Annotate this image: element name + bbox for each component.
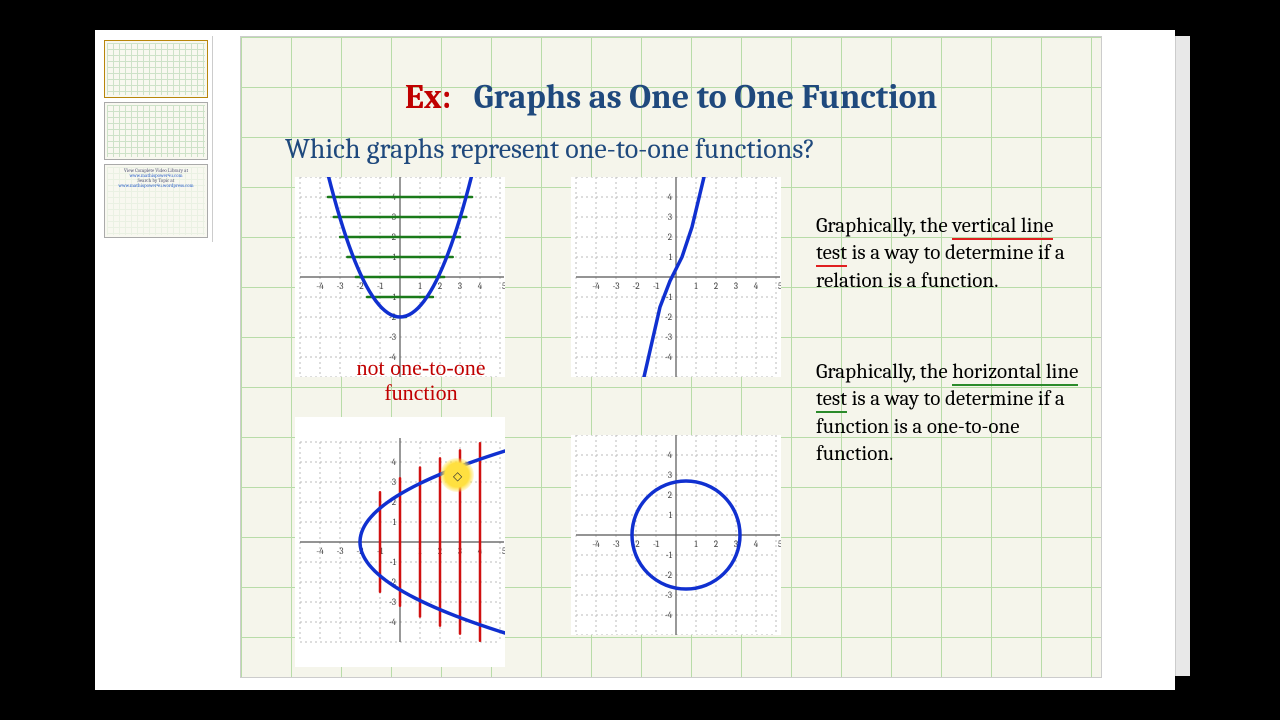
thumbnail-1[interactable] (104, 40, 208, 98)
svg-text:-3: -3 (665, 333, 672, 343)
graph-4-circle: -4-3-2-112345-4-3-2-11234 (571, 435, 781, 635)
svg-text:-1: -1 (666, 293, 673, 303)
svg-text:-2: -2 (665, 313, 672, 323)
svg-text:1: 1 (694, 540, 698, 550)
svg-text:-4: -4 (665, 353, 673, 363)
scrollbar[interactable] (1175, 36, 1190, 676)
slide-thumbnails-panel: View Complete Video Library at www.mathi… (100, 36, 213, 242)
svg-text:1: 1 (669, 253, 673, 263)
svg-text:4: 4 (392, 458, 397, 468)
svg-text:1: 1 (669, 511, 673, 521)
svg-text:-2: -2 (632, 282, 639, 292)
annotation-not-one-to-one: not one-to-one function (301, 355, 541, 406)
svg-text:2: 2 (714, 282, 718, 292)
svg-text:4: 4 (668, 451, 673, 461)
svg-text:-4: -4 (389, 618, 397, 628)
svg-text:-3: -3 (612, 282, 619, 292)
svg-text:-1: -1 (390, 558, 397, 568)
svg-text:4: 4 (754, 540, 759, 550)
svg-text:1: 1 (694, 282, 698, 292)
graph-2-cubic: -4 -3 -2 -1 1 2 3 4 5 -4 -3 -2 -1 1 2 3 4 (571, 177, 781, 377)
graph-1-parabola-up: -4-3-2-112345-4-3-2-11234 (295, 177, 505, 377)
svg-text:2: 2 (668, 233, 672, 243)
svg-text:-1: -1 (666, 551, 673, 561)
thumbnail-3[interactable]: View Complete Video Library at www.mathi… (104, 164, 208, 238)
svg-text:-1: -1 (377, 282, 384, 292)
svg-text:-3: -3 (389, 333, 396, 343)
svg-text:4: 4 (478, 282, 483, 292)
svg-text:1: 1 (393, 518, 397, 528)
svg-text:5: 5 (502, 282, 505, 292)
svg-text:4: 4 (754, 282, 759, 292)
svg-text:-3: -3 (612, 540, 619, 550)
svg-text:-4: -4 (665, 611, 673, 621)
svg-text:2: 2 (438, 282, 442, 292)
svg-text:-3: -3 (665, 591, 672, 601)
graph-3-sideways-parabola: -4-3-2-112345-4-3-2-11234 (295, 417, 505, 667)
thumbnail-2[interactable] (104, 102, 208, 160)
slide: Ex: Graphs as One to One Function Which … (240, 36, 1102, 678)
svg-text:-2: -2 (356, 282, 363, 292)
slide-title: Ex: Graphs as One to One Function (241, 77, 1101, 117)
svg-text:-4: -4 (592, 540, 600, 550)
svg-text:-4: -4 (592, 282, 600, 292)
svg-text:2: 2 (714, 540, 718, 550)
svg-text:-1: -1 (653, 282, 660, 292)
svg-text:2: 2 (668, 491, 672, 501)
svg-text:-4: -4 (316, 547, 324, 557)
svg-text:-1: -1 (653, 540, 660, 550)
body-text-vertical-line: Graphically, the vertical line test is a… (816, 213, 1086, 295)
svg-text:1: 1 (418, 282, 422, 292)
svg-text:3: 3 (392, 478, 396, 488)
cursor-icon: ◇ (453, 469, 462, 483)
svg-text:3: 3 (668, 471, 672, 481)
body-text-horizontal-line: Graphically, the horizontal line test is… (816, 359, 1086, 468)
slide-subtitle: Which graphs represent one-to-one functi… (285, 133, 815, 165)
thumb-footer-link: www.mathispower4u.wordpress.com (118, 183, 193, 189)
title-prefix: Ex: (405, 77, 451, 117)
letterbox (0, 0, 1280, 30)
svg-text:3: 3 (458, 282, 462, 292)
svg-text:-3: -3 (336, 547, 343, 557)
letterbox (0, 690, 1280, 720)
svg-text:-2: -2 (665, 571, 672, 581)
svg-text:5: 5 (778, 540, 781, 550)
svg-text:5: 5 (778, 282, 781, 292)
svg-text:3: 3 (734, 282, 738, 292)
svg-text:-3: -3 (336, 282, 343, 292)
svg-text:-3: -3 (389, 598, 396, 608)
title-text: Graphs as One to One Function (459, 77, 937, 117)
svg-text:-4: -4 (316, 282, 324, 292)
svg-text:5: 5 (502, 547, 505, 557)
svg-text:4: 4 (668, 193, 673, 203)
svg-text:3: 3 (668, 213, 672, 223)
